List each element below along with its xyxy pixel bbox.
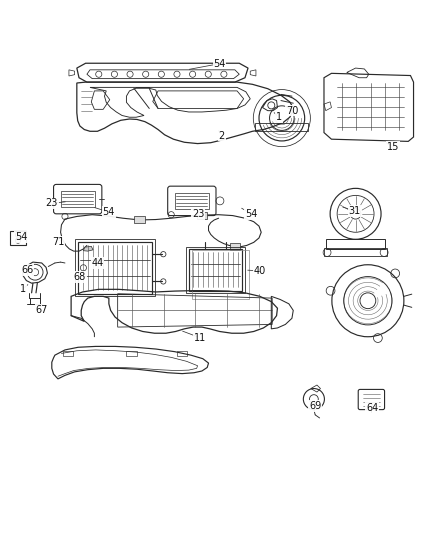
Text: 40: 40 [253, 266, 265, 276]
Bar [188, 249, 242, 290]
Bar [196, 212, 207, 219]
Bar [134, 216, 145, 223]
Text: 54: 54 [213, 59, 225, 69]
Text: 2: 2 [218, 131, 224, 141]
Bar [186, 247, 244, 293]
Bar [60, 191, 95, 207]
Text: 54: 54 [244, 209, 257, 219]
Text: 54: 54 [15, 232, 27, 242]
Text: 1: 1 [275, 112, 281, 122]
Text: 15: 15 [386, 142, 398, 152]
Text: 66: 66 [21, 265, 33, 275]
Text: 69: 69 [308, 401, 321, 411]
Bar [323, 248, 386, 255]
Bar [229, 243, 240, 251]
Text: 70: 70 [285, 106, 297, 116]
Bar [74, 239, 155, 296]
Text: 68: 68 [74, 272, 86, 282]
Text: 67: 67 [35, 304, 48, 314]
Bar [325, 239, 385, 249]
Bar [10, 230, 26, 245]
Text: 44: 44 [91, 258, 103, 268]
Polygon shape [83, 246, 93, 251]
Bar [255, 123, 307, 131]
Bar [192, 251, 249, 298]
Text: 71: 71 [52, 237, 64, 247]
Bar [78, 242, 152, 294]
Text: 23: 23 [46, 198, 58, 208]
Text: 23: 23 [192, 209, 204, 219]
Text: 64: 64 [365, 403, 378, 413]
Text: 31: 31 [348, 206, 360, 216]
Text: 1: 1 [20, 284, 26, 294]
Text: 54: 54 [102, 207, 115, 217]
Text: 11: 11 [193, 333, 205, 343]
Bar [174, 193, 208, 208]
